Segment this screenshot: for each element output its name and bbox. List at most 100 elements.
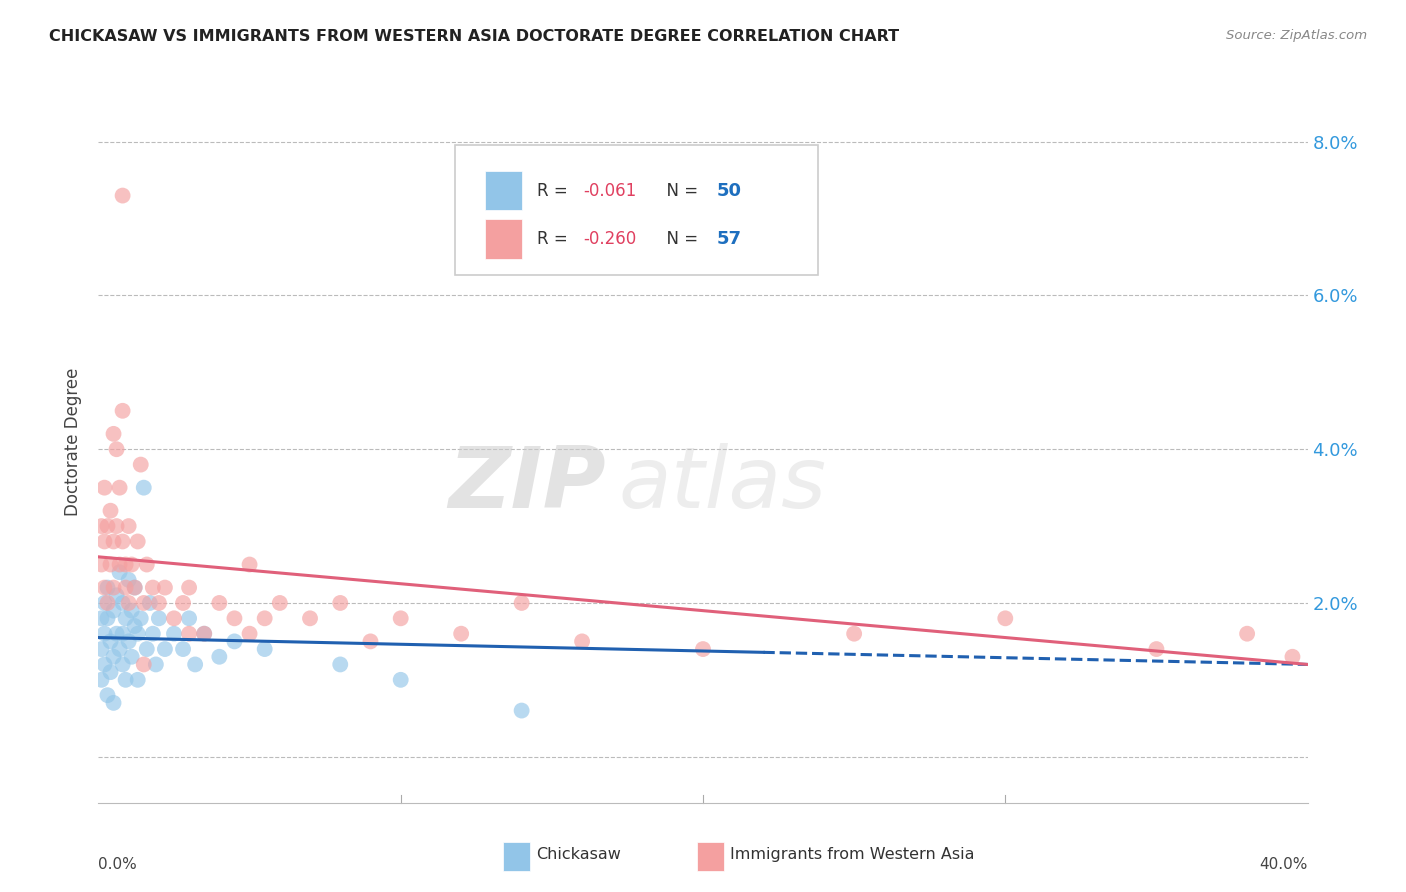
Point xyxy=(692,642,714,657)
Point xyxy=(121,558,143,572)
Point xyxy=(103,649,125,664)
Point xyxy=(142,626,165,640)
Point xyxy=(90,519,112,533)
Point xyxy=(239,558,262,572)
Text: -0.061: -0.061 xyxy=(583,182,637,200)
Point xyxy=(224,611,246,625)
Point xyxy=(100,558,122,572)
Point xyxy=(127,673,149,687)
Bar xyxy=(485,219,522,259)
Point xyxy=(153,581,176,595)
FancyBboxPatch shape xyxy=(456,145,818,276)
Point xyxy=(103,581,125,595)
Point xyxy=(100,665,122,680)
Text: R =: R = xyxy=(537,230,574,248)
Point xyxy=(96,596,118,610)
Point xyxy=(90,558,112,572)
Point xyxy=(124,581,146,595)
Point xyxy=(1236,626,1258,640)
Text: 57: 57 xyxy=(716,230,741,248)
Point xyxy=(93,481,115,495)
Point xyxy=(129,458,152,472)
Point xyxy=(142,581,165,595)
Point xyxy=(135,642,157,657)
Text: N =: N = xyxy=(655,182,703,200)
Point xyxy=(96,611,118,625)
Text: CHICKASAW VS IMMIGRANTS FROM WESTERN ASIA DOCTORATE DEGREE CORRELATION CHART: CHICKASAW VS IMMIGRANTS FROM WESTERN ASI… xyxy=(49,29,900,44)
Point xyxy=(100,634,122,648)
Point xyxy=(132,657,155,672)
Point xyxy=(139,596,162,610)
Point xyxy=(103,696,125,710)
Point xyxy=(108,481,131,495)
Point xyxy=(163,611,186,625)
Point xyxy=(253,642,276,657)
Point xyxy=(127,626,149,640)
Text: Chickasaw: Chickasaw xyxy=(536,847,621,863)
Y-axis label: Doctorate Degree: Doctorate Degree xyxy=(65,368,83,516)
Point xyxy=(114,611,136,625)
Point xyxy=(96,581,118,595)
Text: 40.0%: 40.0% xyxy=(1260,856,1308,871)
Point xyxy=(90,611,112,625)
Text: Source: ZipAtlas.com: Source: ZipAtlas.com xyxy=(1226,29,1367,42)
Point xyxy=(103,426,125,441)
Point xyxy=(193,626,215,640)
Point xyxy=(93,596,115,610)
Point xyxy=(121,649,143,664)
Point xyxy=(118,634,141,648)
Text: ZIP: ZIP xyxy=(449,443,606,526)
Point xyxy=(118,596,141,610)
Point xyxy=(108,558,131,572)
Point xyxy=(145,657,167,672)
Point xyxy=(124,581,146,595)
Point xyxy=(253,611,276,625)
Point xyxy=(111,626,134,640)
Text: Immigrants from Western Asia: Immigrants from Western Asia xyxy=(730,847,974,863)
Bar xyxy=(503,842,530,871)
Point xyxy=(193,626,215,640)
Bar xyxy=(485,170,522,211)
Point xyxy=(510,704,533,718)
Text: N =: N = xyxy=(655,230,703,248)
Point xyxy=(111,188,134,202)
Point xyxy=(179,611,201,625)
Point xyxy=(105,442,128,457)
Point xyxy=(148,596,170,610)
Text: R =: R = xyxy=(537,182,574,200)
Point xyxy=(93,581,115,595)
Point xyxy=(90,642,112,657)
Point xyxy=(93,657,115,672)
Text: -0.260: -0.260 xyxy=(583,230,637,248)
Point xyxy=(389,673,412,687)
Point xyxy=(105,519,128,533)
Point xyxy=(208,649,231,664)
Point xyxy=(118,573,141,587)
Point xyxy=(108,642,131,657)
Point xyxy=(121,604,143,618)
Point xyxy=(100,504,122,518)
Point xyxy=(299,611,322,625)
Point xyxy=(360,634,382,648)
Point xyxy=(135,558,157,572)
Point xyxy=(118,519,141,533)
Point xyxy=(127,534,149,549)
Point xyxy=(510,596,533,610)
Point xyxy=(96,519,118,533)
Point xyxy=(224,634,246,648)
Point xyxy=(108,565,131,579)
Point xyxy=(329,657,352,672)
Point xyxy=(389,611,412,625)
Point xyxy=(1144,642,1167,657)
Point xyxy=(132,596,155,610)
Point xyxy=(114,581,136,595)
Point xyxy=(239,626,262,640)
Point xyxy=(105,626,128,640)
Point xyxy=(172,642,194,657)
Point xyxy=(163,626,186,640)
Text: 0.0%: 0.0% xyxy=(98,856,138,871)
Point xyxy=(179,581,201,595)
Point xyxy=(172,596,194,610)
Text: atlas: atlas xyxy=(619,443,827,526)
Point xyxy=(184,657,207,672)
